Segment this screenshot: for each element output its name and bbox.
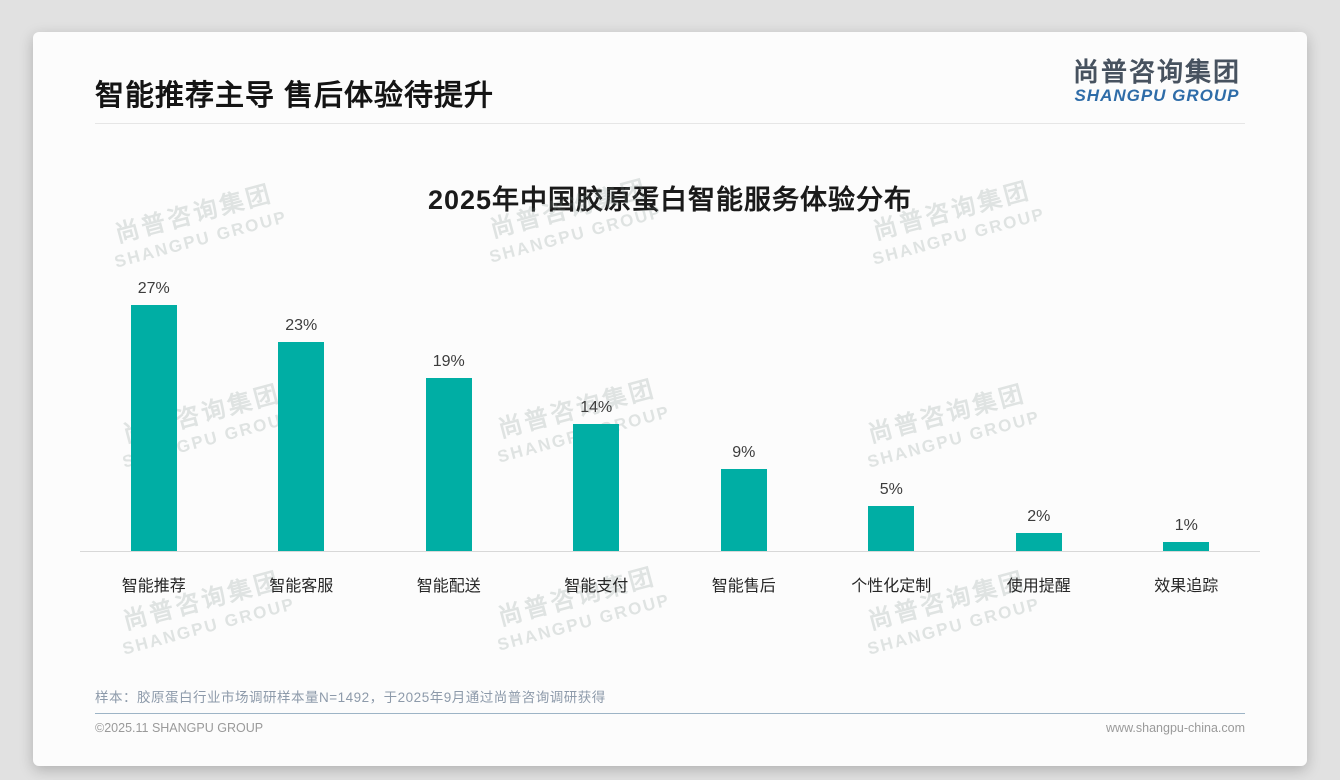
category-label: 智能客服 bbox=[269, 578, 334, 595]
footer-website: www.shangpu-china.com bbox=[1106, 721, 1245, 735]
x-axis-line bbox=[80, 551, 1260, 552]
logo-chinese-text: 尚普咨询集团 bbox=[1072, 57, 1241, 87]
bar-value-label: 5% bbox=[879, 480, 903, 498]
watermark-english-text: SHANGPU GROUP bbox=[495, 590, 673, 655]
bar bbox=[1015, 532, 1062, 551]
bar-value-label: 1% bbox=[1174, 516, 1198, 534]
logo-english-text: SHANGPU GROUP bbox=[1074, 85, 1240, 105]
watermark-english-text: SHANGPU GROUP bbox=[865, 594, 1043, 659]
bar bbox=[425, 378, 472, 551]
bar bbox=[130, 305, 177, 551]
bar-value-label: 23% bbox=[285, 316, 318, 334]
category-label: 智能配送 bbox=[416, 578, 481, 595]
company-logo: 尚普咨询集团 SHANGPU GROUP bbox=[1073, 58, 1241, 105]
bar-value-label: 27% bbox=[137, 280, 170, 298]
footer-divider bbox=[95, 713, 1245, 714]
watermark-english-text: SHANGPU GROUP bbox=[120, 594, 298, 659]
footer-copyright: ©2025.11 SHANGPU GROUP bbox=[95, 721, 264, 735]
bar-column: 27% bbox=[80, 251, 228, 551]
chart-title: 2025年中国胶原蛋白智能服务体验分布 bbox=[427, 185, 913, 215]
bar-column: 2% bbox=[965, 251, 1113, 551]
category-axis: 智能推荐 智能客服 智能配送 智能支付 智能售后 个性化定制 使用提醒 效果追踪 bbox=[80, 559, 1260, 596]
bar-column: 5% bbox=[818, 251, 966, 551]
bar-chart: 27% 23% 19% 14% 9% 5% 2% 1% bbox=[80, 251, 1260, 551]
page-title: 智能推荐主导 售后体验待提升 bbox=[95, 80, 495, 112]
bar-value-label: 19% bbox=[432, 353, 465, 371]
bar-value-label: 9% bbox=[732, 444, 756, 462]
category-label: 使用提醒 bbox=[1006, 578, 1071, 595]
slide-card: 智能推荐主导 售后体验待提升 尚普咨询集团 SHANGPU GROUP 2025… bbox=[33, 32, 1307, 766]
category-label: 智能推荐 bbox=[121, 578, 186, 595]
bar-column: 19% bbox=[375, 251, 523, 551]
bar-value-label: 14% bbox=[580, 398, 613, 416]
category-label: 智能支付 bbox=[564, 578, 629, 595]
bar-value-label: 2% bbox=[1027, 507, 1051, 525]
bar bbox=[1163, 541, 1210, 551]
bar bbox=[573, 423, 620, 551]
sample-footnote: 样本：胶原蛋白行业市场调研样本量N=1492，于2025年9月通过尚普咨询调研获… bbox=[95, 690, 606, 705]
bar-column: 1% bbox=[1113, 251, 1261, 551]
bar-column: 23% bbox=[228, 251, 376, 551]
category-label: 效果追踪 bbox=[1154, 578, 1219, 595]
bar bbox=[868, 505, 915, 551]
bar-column: 14% bbox=[523, 251, 671, 551]
category-label: 个性化定制 bbox=[851, 578, 932, 595]
title-divider bbox=[95, 123, 1245, 124]
bar-column: 9% bbox=[670, 251, 818, 551]
bar bbox=[278, 341, 325, 551]
bar bbox=[720, 469, 767, 551]
category-label: 智能售后 bbox=[711, 578, 776, 595]
footer: ©2025.11 SHANGPU GROUP www.shangpu-china… bbox=[95, 721, 1245, 735]
